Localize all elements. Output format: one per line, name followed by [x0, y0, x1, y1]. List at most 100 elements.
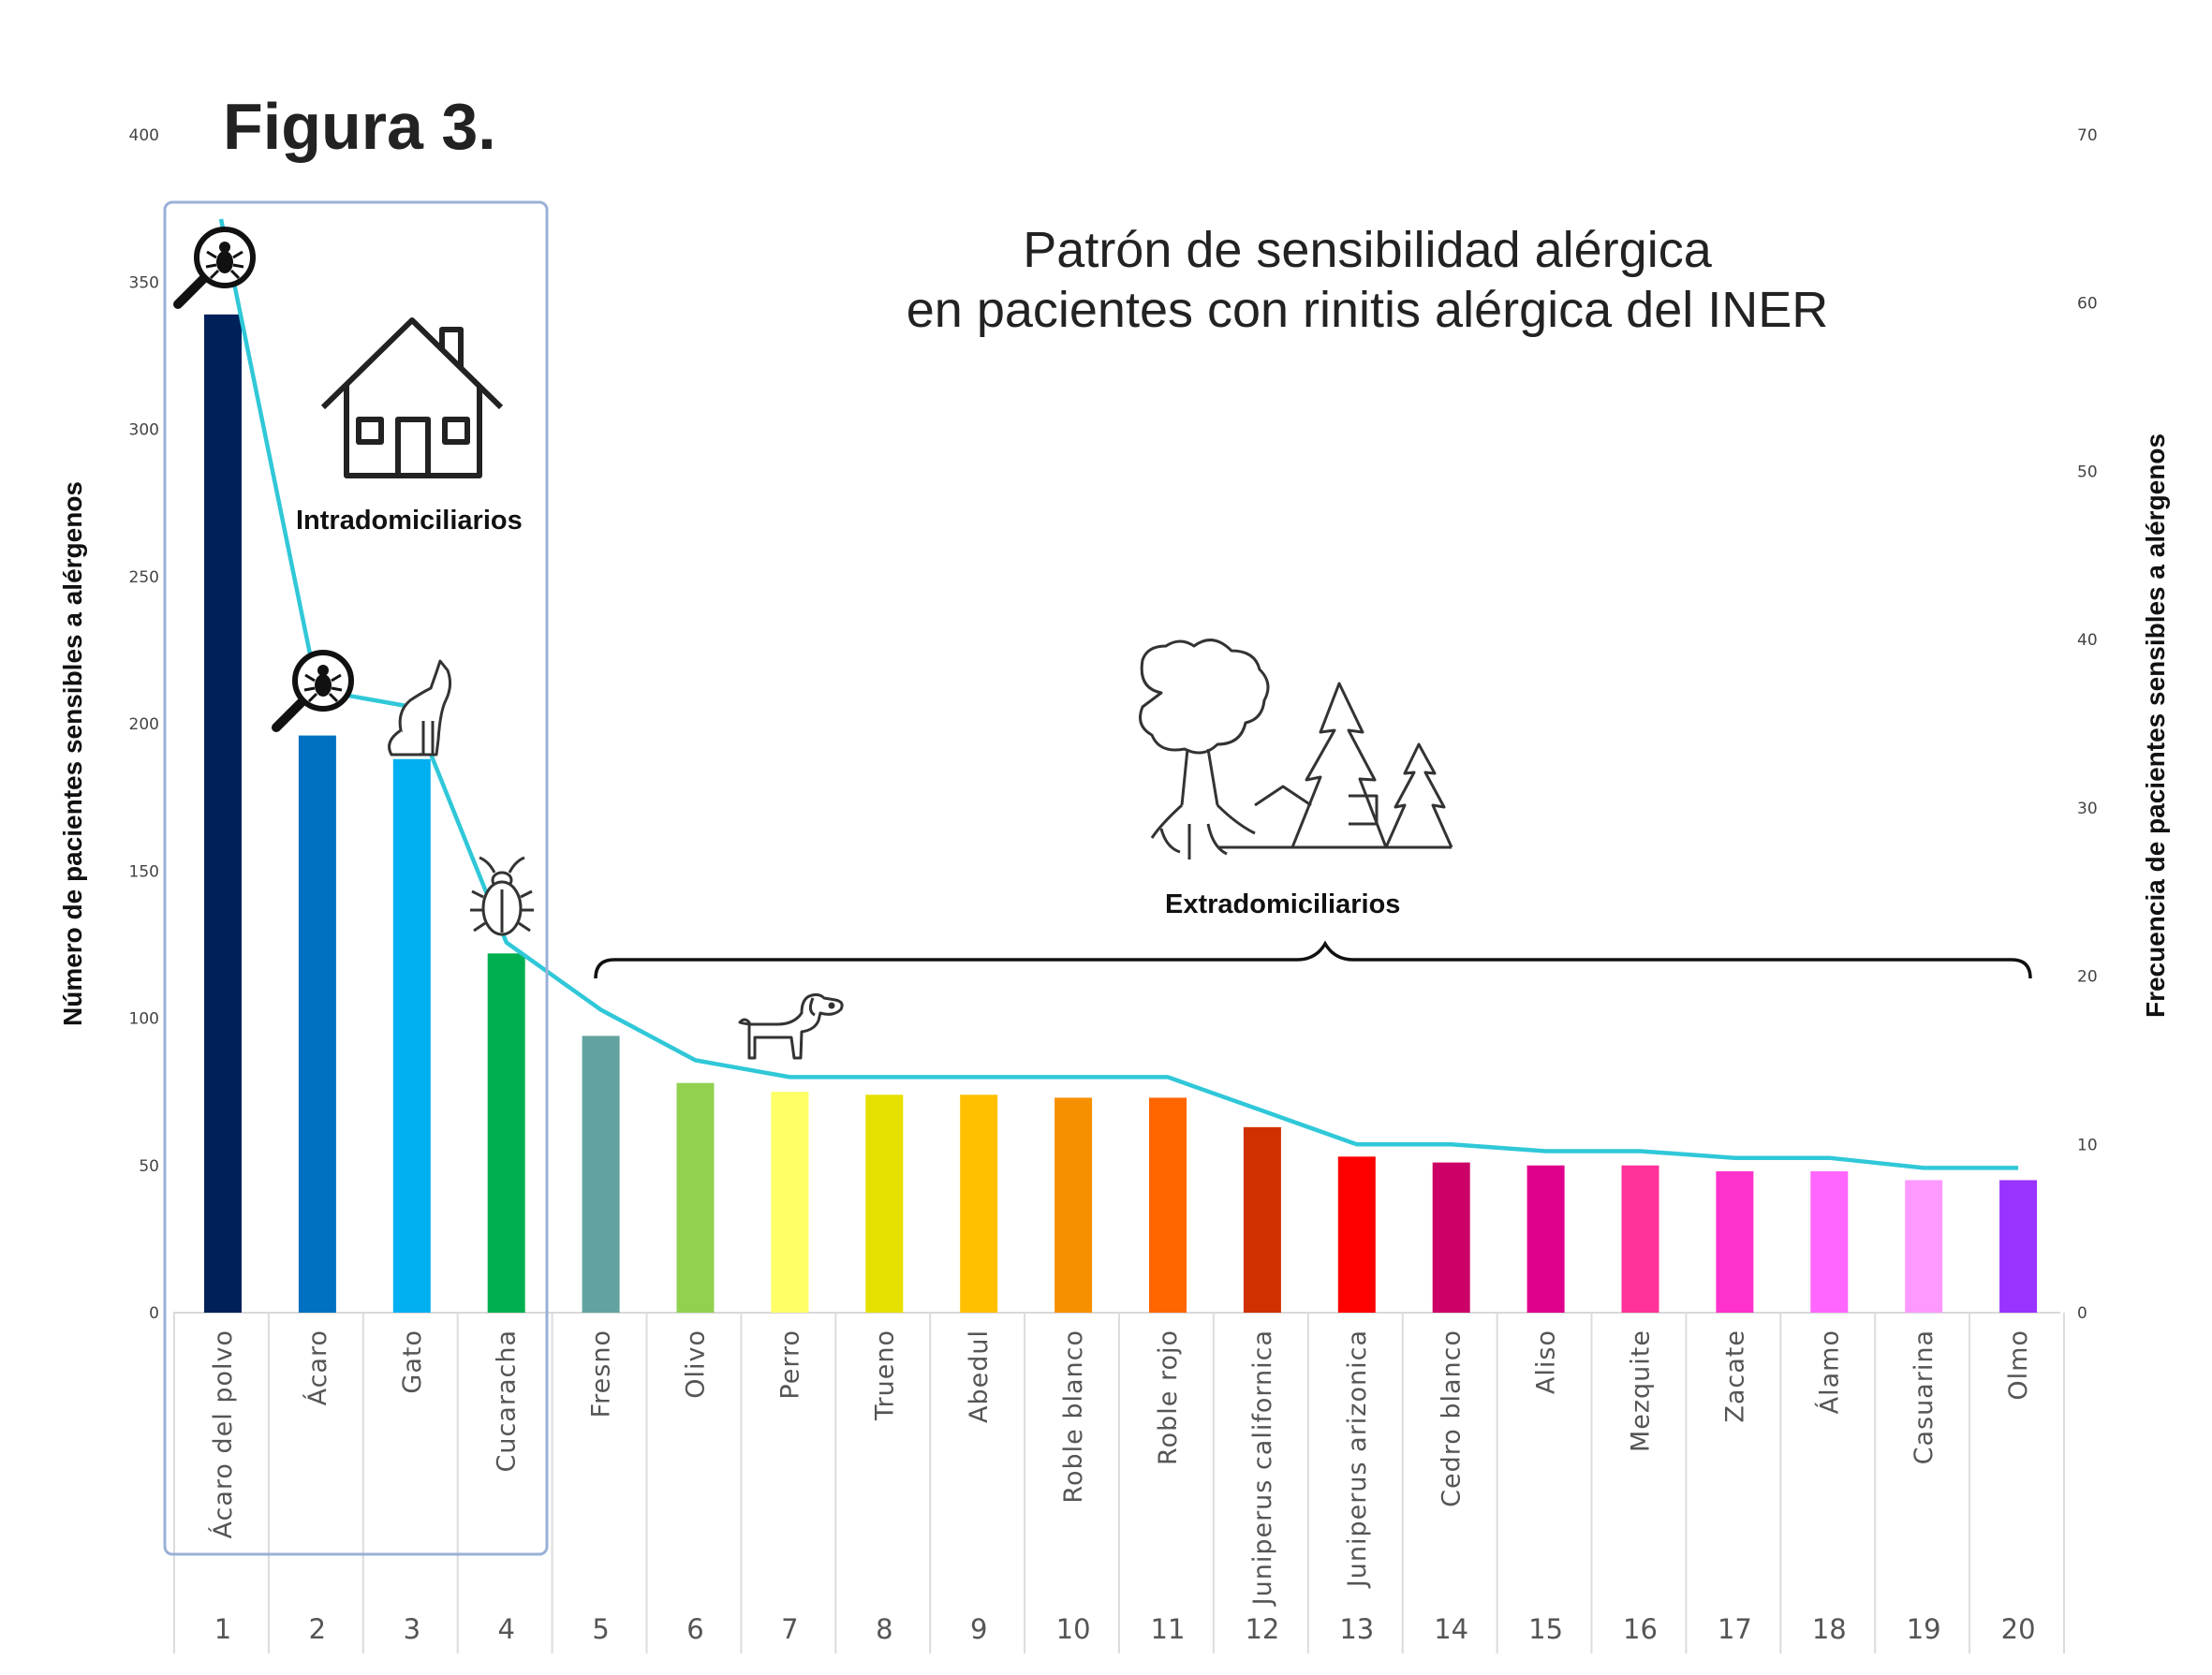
bar [1432, 1162, 1470, 1313]
right-y-tick-label: 20 [2077, 968, 2098, 987]
dust-mite-magnifier-icon [173, 227, 256, 309]
outdoor-group-label: Extradomiciliarios [1165, 889, 1401, 919]
right-y-tick-label: 10 [2077, 1136, 2098, 1154]
left-y-tick-label: 150 [129, 862, 159, 881]
index-label: 6 [686, 1613, 703, 1645]
chart-title-line-2: en pacientes con rinitis alérgica del IN… [906, 282, 1829, 338]
index-label: 5 [592, 1613, 609, 1645]
bar [392, 758, 431, 1313]
left-y-tick-label: 350 [129, 273, 159, 292]
bar [865, 1095, 904, 1313]
left-y-axis-title: Número de pacientes sensibles a alérgeno… [58, 480, 87, 1027]
bar [582, 1036, 620, 1313]
right-y-ticks: 0 10 20 30 40 50 60 70 [2077, 126, 2098, 1323]
category-label: Roble rojo [1154, 1330, 1183, 1465]
house-icon [320, 317, 504, 478]
category-label: Gato [398, 1330, 427, 1394]
index-label: 3 [404, 1613, 420, 1645]
left-y-tick-label: 0 [149, 1304, 159, 1323]
category-label: Perro [775, 1330, 804, 1400]
category-label: Olivo [682, 1330, 711, 1399]
index-label: 17 [1718, 1613, 1752, 1645]
right-y-tick-label: 50 [2077, 463, 2098, 481]
category-label: Fresno [587, 1330, 616, 1418]
bar [1999, 1180, 2038, 1313]
frequency-line [218, 218, 2019, 1170]
index-label: 11 [1151, 1613, 1186, 1645]
right-y-tick-label: 0 [2077, 1304, 2087, 1323]
category-label: Zacate [1720, 1330, 1749, 1423]
index-label: 16 [1623, 1613, 1658, 1645]
bar [1526, 1165, 1565, 1313]
index-label: 13 [1339, 1613, 1374, 1645]
forest-icon [1139, 639, 1453, 860]
mite-magnifier-icon [272, 650, 354, 732]
category-label: Roble blanco [1059, 1330, 1088, 1504]
bar [204, 314, 242, 1314]
outdoor-brace [594, 940, 2032, 979]
frequency-line-series [218, 218, 2019, 1170]
index-label: 4 [497, 1613, 514, 1645]
category-label: Cucaracha [493, 1330, 522, 1473]
left-y-tick-label: 250 [129, 568, 159, 587]
index-label: 18 [1812, 1613, 1847, 1645]
right-y-tick-label: 40 [2077, 631, 2098, 650]
chart-title-line-1: Patrón de sensibilidad alérgica [1023, 222, 1712, 278]
category-label: Cedro blanco [1438, 1330, 1467, 1507]
chart-title: Patrón de sensibilidad alérgica en pacie… [805, 220, 1929, 340]
index-label: 15 [1528, 1613, 1563, 1645]
category-labels: Ácaro del polvo Ácaro Gato Cucaracha Fresno O… [208, 1330, 2033, 1607]
category-label: Aliso [1532, 1330, 1561, 1394]
right-y-axis-title: Frecuencia de pacientes sensibles a alér… [2141, 433, 2170, 1019]
left-y-ticks: 0 50 100 150 200 250 300 350 400 [129, 126, 159, 1323]
bar [1054, 1097, 1093, 1313]
category-label: Ácaro del polvo [208, 1330, 238, 1539]
index-label: 7 [781, 1613, 798, 1645]
indoor-group-box [163, 200, 549, 1556]
index-label: 8 [876, 1613, 892, 1645]
indoor-group-label: Intradomiciliarios [296, 506, 523, 536]
category-label: Álamo [1814, 1330, 1844, 1414]
left-y-tick-label: 200 [129, 715, 159, 734]
left-y-tick-label: 50 [139, 1157, 159, 1176]
category-label: Olmo [2004, 1330, 2033, 1401]
bar [1621, 1165, 1659, 1313]
category-label: Abedul [965, 1330, 994, 1423]
dog-icon [738, 992, 844, 1060]
figure-label: Figura 3. [223, 90, 496, 163]
bar [1243, 1126, 1281, 1313]
category-label: Trueno [870, 1330, 899, 1421]
left-y-tick-label: 400 [129, 126, 159, 145]
index-label: 10 [1056, 1613, 1091, 1645]
bar [487, 953, 525, 1313]
left-y-tick-label: 100 [129, 1010, 159, 1029]
cockroach-icon [470, 856, 534, 936]
bar [298, 735, 336, 1313]
bar [771, 1092, 809, 1313]
index-label: 14 [1434, 1613, 1468, 1645]
left-y-tick-label: 300 [129, 421, 159, 440]
cat-icon [388, 659, 452, 757]
category-label: Juniperus arizonica [1343, 1330, 1372, 1589]
index-label: 20 [2001, 1613, 2036, 1645]
category-label: Casuarina [1910, 1330, 1939, 1464]
index-label: 9 [970, 1613, 987, 1645]
category-label: Juniperus californica [1248, 1330, 1277, 1607]
index-label: 19 [1907, 1613, 1941, 1645]
bar [1716, 1171, 1754, 1313]
bar [1149, 1097, 1187, 1313]
category-label: Ácaro [302, 1330, 332, 1405]
index-labels: 1 2 3 4 5 6 7 8 9 10 11 12 13 14 15 16 17 18 19 20 [214, 1613, 2036, 1645]
right-y-tick-label: 30 [2077, 800, 2098, 818]
bar [1810, 1171, 1849, 1313]
bar [1337, 1156, 1376, 1313]
right-y-tick-label: 60 [2077, 295, 2098, 314]
bar-series [204, 314, 2038, 1314]
category-grid [173, 1313, 2065, 1653]
bar [676, 1082, 715, 1313]
bar [960, 1095, 998, 1313]
index-label: 2 [309, 1613, 326, 1645]
index-label: 1 [214, 1613, 231, 1645]
index-label: 12 [1245, 1613, 1279, 1645]
